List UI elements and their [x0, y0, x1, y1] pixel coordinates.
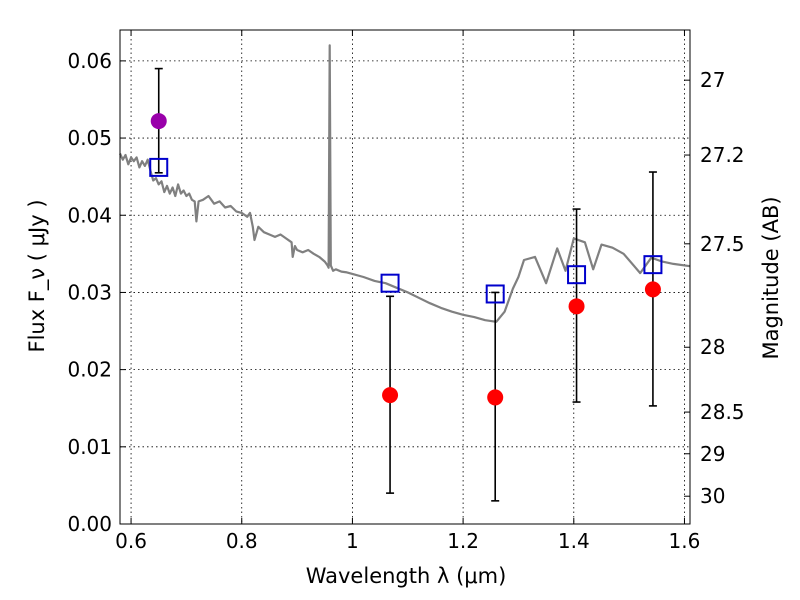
grid-lines	[120, 30, 690, 525]
y2-tick-label: 28	[700, 335, 725, 359]
measured-point	[568, 298, 585, 315]
model-point-square	[149, 157, 169, 177]
y2-tick-label: 29	[700, 442, 725, 466]
x-tick-label: 0.6	[115, 529, 147, 553]
measured-point	[644, 281, 661, 298]
x-axis-label-text: Wavelength λ (μm)	[306, 564, 507, 588]
plot-frame	[119, 29, 691, 525]
y-axis-label: Flux F_ν ( μJy )	[25, 199, 50, 352]
errorbar-layer	[154, 67, 657, 502]
model-spectrum-line	[118, 44, 691, 323]
y2-tick-label: 27.5	[700, 232, 745, 256]
points-layer	[149, 113, 663, 406]
y2-tick-label: 28.5	[700, 400, 745, 424]
model-point-square	[380, 273, 400, 293]
model-point-square	[567, 265, 587, 285]
y2-tick-label: 30	[700, 484, 725, 508]
model-spectrum-layer	[118, 44, 691, 323]
model-point-square	[643, 255, 663, 275]
y-tick-label: 0.01	[67, 435, 112, 459]
x-tick-label: 1.2	[447, 529, 479, 553]
x-tick-label: 0.8	[226, 529, 258, 553]
x-tick-label: 1.4	[558, 529, 590, 553]
y-tick-label: 0.02	[67, 358, 112, 382]
measured-point	[487, 389, 504, 406]
x-tick-label: 1	[346, 529, 359, 553]
y2-tick-label: 27	[700, 68, 725, 92]
y-tick-label: 0.06	[67, 49, 112, 73]
y2-axis-label: Magnitude (AB)	[759, 196, 783, 359]
measured-point	[150, 113, 167, 130]
y-tick-label: 0.03	[67, 280, 112, 304]
y-tick-label: 0.00	[67, 512, 112, 536]
y2-tick-label: 27.2	[700, 143, 745, 167]
model-point-square	[485, 284, 505, 304]
y-tick-label: 0.05	[67, 126, 112, 150]
measured-point	[382, 387, 399, 404]
x-tick-label: 1.6	[669, 529, 701, 553]
x-axis-label: Wavelength λ (μm)	[306, 564, 507, 588]
ticks-layer: 0.6 0.8 1 1.2 1.4 1.6 0.00 0.01 0.02 0.03 0.04 0.05…	[67, 30, 745, 553]
y-tick-label: 0.04	[67, 203, 112, 227]
